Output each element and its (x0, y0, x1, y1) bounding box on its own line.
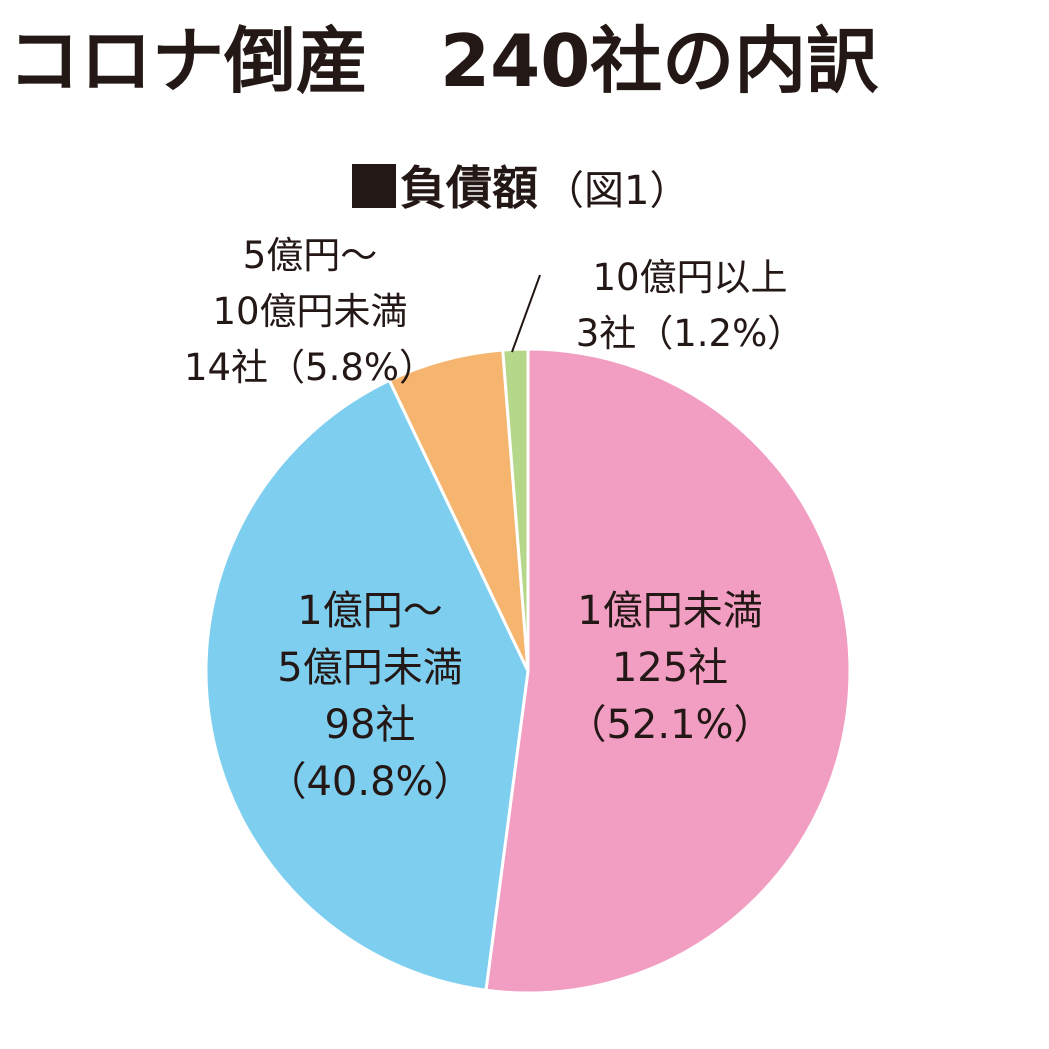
chart-title: 負債額 （図1） (352, 160, 752, 219)
slice-10oku-ijou (501, 347, 530, 672)
slice-1-5oku (204, 378, 530, 992)
slice-category-line: 1億円未満 (577, 588, 763, 634)
slice-count: 98社 (324, 702, 416, 748)
slice-percent: （52.1%） (566, 702, 774, 748)
black-square-icon (352, 164, 396, 208)
slice-label-1-5oku: 1億円～ 5億円未満 98社 （40.8%） (235, 583, 505, 811)
slice-category-line: 5億円～ (242, 234, 378, 277)
pie-slices (204, 347, 852, 995)
slice-category-line: 5億円未満 (277, 645, 463, 691)
chart-title-note: （図1） (544, 168, 690, 214)
slice-label-under-1oku: 1億円未満 125社 （52.1%） (540, 583, 800, 754)
chart-title-main: 負債額 (400, 161, 538, 215)
slice-category-line: 1億円～ (297, 588, 443, 634)
slice-category-line: 10億円未満 (212, 290, 408, 333)
slice-count-percent: 3社（1.2%） (575, 312, 805, 355)
slice-count-percent: 14社（5.8%） (183, 346, 437, 389)
slice-under-1oku (484, 347, 852, 995)
slice-label-10oku-ijou: 10億円以上 3社（1.2%） (545, 250, 835, 362)
slice-count: 125社 (611, 645, 729, 691)
slice-category-line: 10億円以上 (592, 256, 788, 299)
slice-label-5-10oku: 5億円～ 10億円未満 14社（5.8%） (165, 228, 455, 396)
leader-line-10oku-ijou (511, 274, 541, 353)
page-title: コロナ倒産 240社の内訳 (8, 19, 879, 103)
slice-percent: （40.8%） (266, 759, 474, 805)
